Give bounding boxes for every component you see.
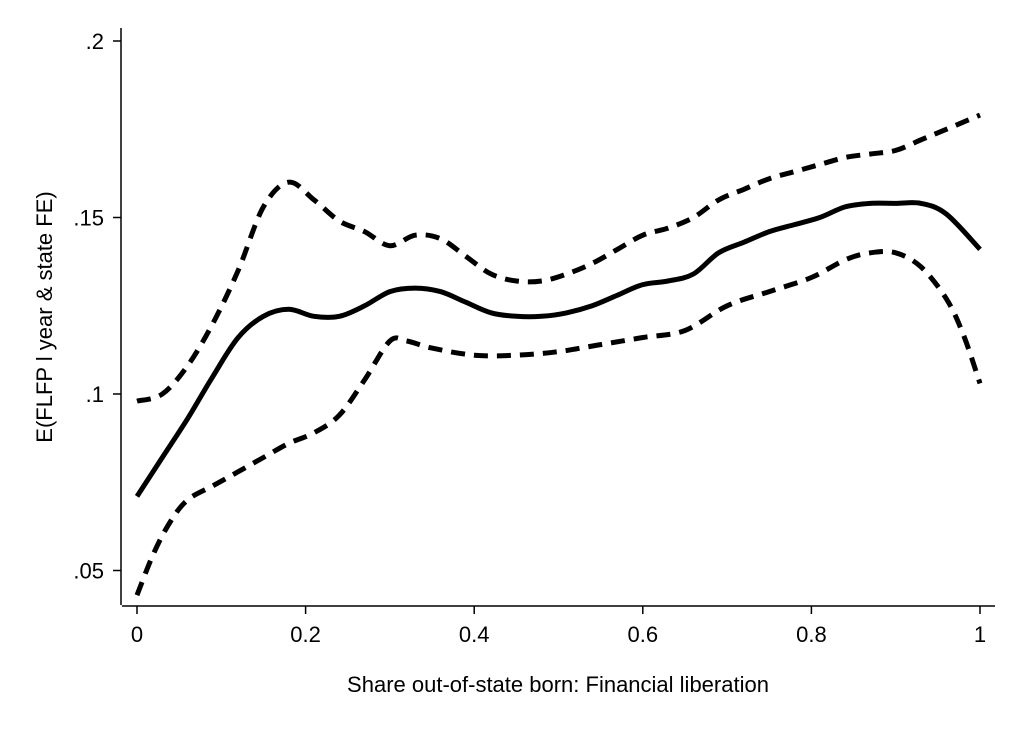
y-axis-title: E(FLFP l year & state FE) bbox=[32, 191, 57, 442]
y-tick-label: .1 bbox=[86, 382, 104, 407]
y-tick-label: .2 bbox=[86, 29, 104, 54]
x-axis-title: Share out-of-state born: Financial liber… bbox=[347, 672, 769, 697]
plot-lines bbox=[134, 112, 983, 597]
x-tick-label: 0.4 bbox=[459, 622, 490, 647]
lower-confidence-band-line bbox=[134, 248, 983, 597]
x-tick-label: 1 bbox=[974, 622, 986, 647]
estimate-line bbox=[134, 200, 982, 498]
x-axis: 0 0.2 0.4 0.6 0.8 1 bbox=[122, 605, 995, 647]
x-tick-label: 0.8 bbox=[796, 622, 827, 647]
y-tick-label: .15 bbox=[73, 206, 104, 231]
y-tick-label: .05 bbox=[73, 559, 104, 584]
y-axis: .05 .1 .15 .2 bbox=[73, 28, 122, 605]
x-tick-label: 0 bbox=[131, 622, 143, 647]
upper-confidence-band-line bbox=[136, 112, 981, 404]
x-tick-label: 0.6 bbox=[628, 622, 659, 647]
x-tick-label: 0.2 bbox=[290, 622, 321, 647]
